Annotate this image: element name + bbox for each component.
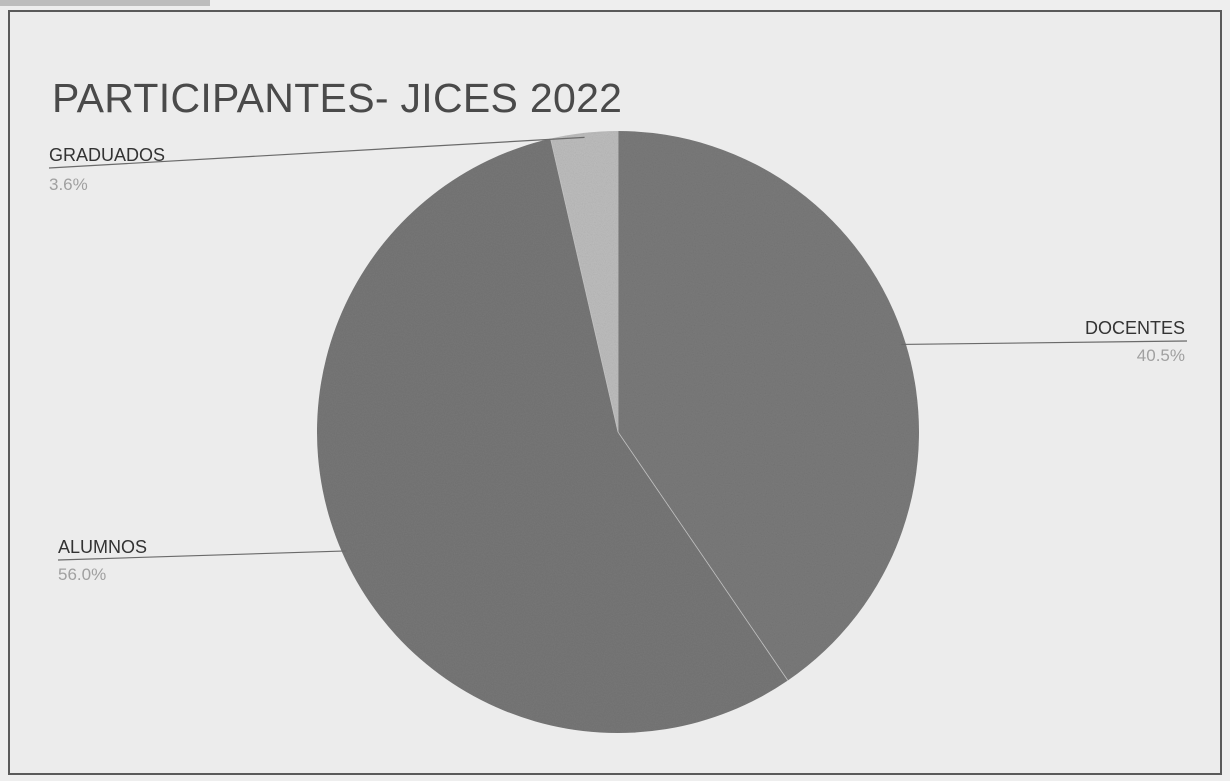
slice-label-alumnos: ALUMNOS 56.0% [58,537,147,584]
slice-label-docentes: DOCENTES 40.5% [1085,318,1185,365]
pie-slice-docentes [618,131,919,681]
slice-pct-alumnos: 56.0% [58,565,106,584]
slice-pct-docentes: 40.5% [1137,346,1185,365]
pie-slice-graduados [550,131,618,432]
pie-slice-alumnos [316,138,788,734]
pie-slices [316,131,919,734]
top-edge-strip [0,0,210,6]
slice-label-graduados: GRADUADOS 3.6% [49,145,165,194]
slice-boundary [550,138,619,433]
leader-line-docentes [901,340,1188,346]
leader-lines [48,136,1188,561]
leader-line-alumnos [57,550,347,561]
chart-title: PARTICIPANTES- JICES 2022 [52,75,622,121]
slice-pct-graduados: 3.6% [49,175,88,194]
slice-name-graduados: GRADUADOS [49,145,165,165]
slice-name-alumnos: ALUMNOS [58,537,147,557]
slice-name-docentes: DOCENTES [1085,318,1185,338]
leader-line-graduados [48,136,585,169]
slice-boundary [617,431,789,681]
